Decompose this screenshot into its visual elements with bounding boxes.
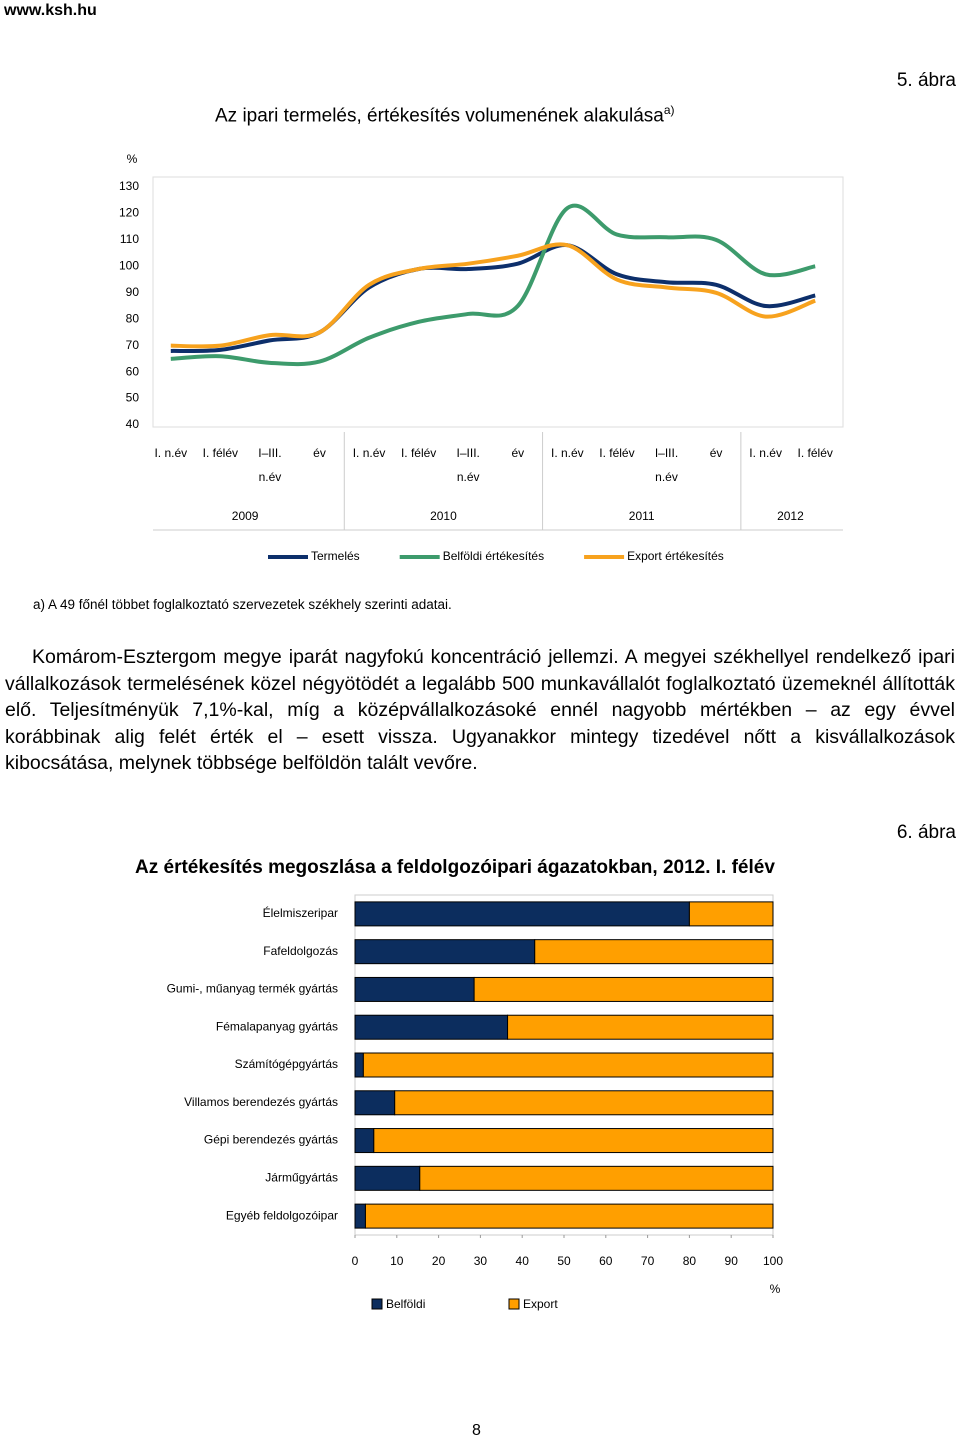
- figure-number: 5. ábra: [896, 70, 956, 91]
- figure-number: 6. ábra: [896, 822, 956, 843]
- x-axis-label: %: [770, 1282, 781, 1296]
- legend-swatch: [508, 1298, 520, 1310]
- legend-label: Export: [523, 1297, 558, 1311]
- x-tick-label: 30: [474, 1254, 488, 1268]
- bar-segment: [394, 1090, 774, 1116]
- x-tick-label: I. n.év: [749, 446, 782, 460]
- y-tick-label: 110: [120, 232, 139, 246]
- y-tick-label: 70: [126, 338, 140, 352]
- x-tick-label: év: [313, 446, 326, 460]
- legend-label: Belföldi: [386, 1297, 425, 1311]
- x-group-label: 2012: [777, 509, 804, 523]
- page-number: 8: [472, 1422, 481, 1439]
- y-tick-label: Egyéb feldolgozóipar: [226, 1208, 338, 1222]
- x-tick-label: 80: [683, 1254, 697, 1268]
- bar-segment: [354, 1165, 421, 1191]
- x-tick-label: I. félév: [797, 446, 833, 460]
- bar-segment: [362, 1052, 774, 1078]
- y-tick-label: Járműgyártás: [265, 1171, 338, 1185]
- bar-segment: [354, 1128, 375, 1154]
- x-tick-label: I. n.év: [154, 446, 188, 460]
- y-tick-label: Villamos berendezés gyártás: [184, 1095, 338, 1109]
- site-url: www.ksh.hu: [4, 2, 97, 19]
- title-note: a): [663, 103, 675, 117]
- paragraph: Komárom-Esztergom megye iparát nagyfokú …: [5, 646, 955, 775]
- x-tick-label: év: [511, 446, 525, 460]
- x-tick-label: I. n.év: [352, 446, 386, 460]
- y-tick-label: 130: [119, 179, 139, 193]
- bar-segment: [364, 1203, 774, 1229]
- y-tick-label: Fémalapanyag gyártás: [216, 1019, 338, 1033]
- x-group-label: 2010: [430, 509, 457, 523]
- legend-label: Export értékesítés: [627, 549, 724, 563]
- bar-segment: [688, 901, 774, 927]
- figure-title: Az ipari termelés, értékesítés volumenén…: [215, 103, 675, 127]
- y-tick-label: 100: [119, 259, 139, 273]
- y-tick-label: Élelmiszeripar: [263, 905, 338, 920]
- line-series: [170, 242, 816, 349]
- footnote: a) A 49 főnél többet foglalkoztató szerv…: [33, 597, 452, 612]
- x-tick-label: 50: [557, 1254, 571, 1268]
- y-axis-label: %: [127, 152, 138, 166]
- title-text: Az ipari termelés, értékesítés volumenén…: [215, 105, 664, 127]
- y-tick-label: Gépi berendezés gyártás: [204, 1133, 338, 1147]
- y-tick-label: Gumi-, műanyag termék gyártás: [167, 982, 338, 996]
- x-tick-label: I–III. n.év: [654, 446, 679, 484]
- bar-segment: [354, 976, 475, 1002]
- x-tick-label: 90: [725, 1254, 739, 1268]
- x-tick-label: 100: [763, 1254, 783, 1268]
- x-tick-label: 20: [432, 1254, 446, 1268]
- bar-segment: [507, 1014, 774, 1040]
- bar-segment: [354, 1014, 509, 1040]
- plot-frame: [152, 176, 844, 428]
- y-tick-label: 50: [126, 391, 140, 405]
- x-tick-label: év: [709, 446, 723, 460]
- x-tick-label: I–III. n.év: [258, 446, 282, 484]
- bar-segment: [354, 901, 690, 927]
- y-tick-label: 90: [126, 285, 140, 299]
- legend-label: Termelés: [311, 549, 360, 563]
- x-tick-label: 10: [390, 1254, 404, 1268]
- bar-segment: [354, 1090, 396, 1116]
- bar-segment: [354, 939, 536, 965]
- line-series: [170, 203, 816, 367]
- x-tick-label: I. félév: [202, 446, 239, 460]
- y-tick-label: 80: [126, 311, 140, 325]
- x-group-label: 2009: [232, 509, 259, 523]
- legend-swatch: [371, 1298, 383, 1310]
- x-tick-label: 40: [516, 1254, 530, 1268]
- line-series: [170, 243, 816, 354]
- x-tick-label: I. félév: [400, 446, 437, 460]
- bar-segment: [534, 939, 774, 965]
- y-tick-label: Fafeldolgozás: [263, 944, 338, 958]
- bar-segment: [473, 976, 774, 1002]
- y-tick-label: Számítógépgyártás: [235, 1057, 338, 1071]
- y-tick-label: 40: [126, 417, 140, 431]
- bar-segment: [354, 1203, 366, 1229]
- x-tick-label: 0: [352, 1254, 359, 1268]
- y-tick-label: 120: [119, 206, 139, 220]
- x-tick-label: 60: [599, 1254, 613, 1268]
- x-tick-label: I–III. n.év: [456, 446, 480, 484]
- x-tick-label: I. félév: [599, 446, 635, 460]
- x-tick-label: 70: [641, 1254, 655, 1268]
- bar-segment: [354, 1052, 364, 1078]
- x-group-label: 2011: [629, 509, 655, 523]
- bar-segment: [373, 1128, 774, 1154]
- figure-title: Az értékesítés megoszlása a feldolgozóip…: [135, 857, 775, 878]
- bar-segment: [419, 1165, 774, 1191]
- x-tick-label: I. n.év: [551, 446, 584, 460]
- legend-label: Belföldi értékesítés: [443, 549, 544, 563]
- y-tick-label: 60: [126, 364, 140, 378]
